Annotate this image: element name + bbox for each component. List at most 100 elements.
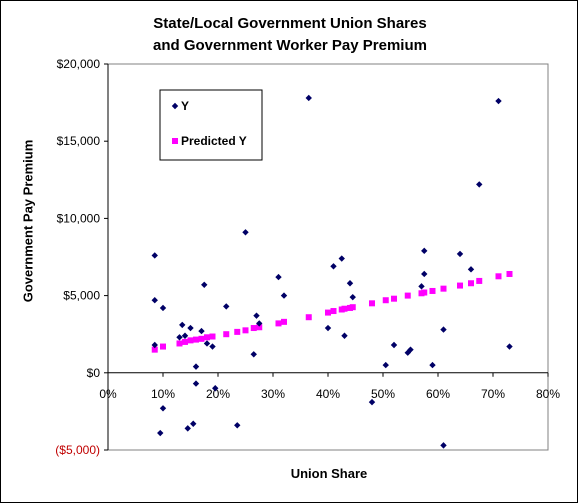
legend-box <box>159 89 263 161</box>
y-point <box>467 266 475 273</box>
y-point <box>418 283 425 290</box>
y-point <box>429 361 436 369</box>
x-axis-label: Union Share <box>290 466 368 481</box>
predicted-y-point <box>305 314 312 321</box>
y-point <box>495 97 502 105</box>
y-point <box>179 321 186 329</box>
predicted-y-point <box>325 309 331 316</box>
predicted-y-point <box>198 335 205 342</box>
y-point <box>234 422 241 429</box>
y-point <box>346 280 354 287</box>
y-point <box>159 405 167 412</box>
predicted-y-point <box>242 327 249 334</box>
chart-title-line-1: State/Local Government Union Shares <box>153 15 427 32</box>
predicted-y-point <box>187 337 194 344</box>
y-point <box>209 343 216 350</box>
y-point <box>382 361 389 369</box>
y-point <box>330 263 337 270</box>
y-tick-label: $20,000 <box>57 57 101 71</box>
legend-y-marker <box>171 102 179 110</box>
x-tick-label: 70% <box>481 387 505 401</box>
y-point <box>338 255 345 262</box>
y-point <box>253 312 260 319</box>
y-point <box>151 297 158 304</box>
y-point <box>201 281 208 288</box>
y-point <box>187 324 194 332</box>
y-point <box>275 273 282 281</box>
predicted-y-point <box>160 343 166 350</box>
legend-predicted-label: Predicted Y <box>181 134 247 148</box>
y-point <box>181 332 189 339</box>
predicted-y-point <box>382 297 389 304</box>
predicted-y-point <box>457 282 463 289</box>
y-point <box>159 304 167 312</box>
x-tick-label: 80% <box>536 387 560 401</box>
legend-y-label: Y <box>181 99 189 113</box>
y-point <box>421 270 428 278</box>
x-tick-label: 50% <box>371 387 395 401</box>
predicted-y-point <box>440 285 447 292</box>
predicted-y-point <box>275 320 282 327</box>
y-point <box>212 385 219 392</box>
predicted-y-point <box>151 346 158 353</box>
y-tick-label: ($5,000) <box>55 443 100 457</box>
y-point <box>456 250 464 258</box>
y-point <box>250 351 257 358</box>
y-point <box>256 320 263 327</box>
predicted-y-point <box>349 304 356 311</box>
y-point <box>407 346 414 353</box>
predicted-y-point <box>209 333 216 340</box>
y-point <box>368 398 376 406</box>
predicted-y-point <box>495 273 502 280</box>
predicted-y-point <box>341 305 348 312</box>
y-tick-label: $10,000 <box>57 211 101 225</box>
predicted-y-point <box>468 280 474 287</box>
y-point <box>151 341 158 349</box>
y-point <box>198 327 205 335</box>
y-point <box>440 326 447 333</box>
predicted-y-point <box>256 324 263 331</box>
predicted-y-point <box>281 318 287 325</box>
predicted-y-point <box>330 308 337 315</box>
y-point <box>192 380 200 387</box>
predicted-y-point <box>404 292 411 299</box>
y-point <box>184 425 191 432</box>
y-tick-label: $5,000 <box>63 289 100 303</box>
y-point <box>305 94 312 102</box>
chart-title-line-2: and Government Worker Pay Premium <box>153 37 427 54</box>
predicted-y-point <box>204 334 210 341</box>
predicted-y-point <box>223 331 230 338</box>
predicted-y-point <box>193 336 199 343</box>
predicted-y-point <box>176 340 183 347</box>
x-tick-label: 40% <box>316 387 340 401</box>
y-point <box>242 229 249 236</box>
y-point <box>506 343 513 350</box>
predicted-y-point <box>369 300 375 307</box>
y-point <box>341 332 348 339</box>
predicted-y-point <box>391 295 397 302</box>
y-point <box>476 181 483 188</box>
predicted-y-point <box>506 270 513 277</box>
y-point <box>151 252 158 259</box>
y-point <box>192 363 200 370</box>
y-point <box>390 341 398 349</box>
y-point <box>440 442 447 449</box>
x-tick-label: 10% <box>151 387 175 401</box>
predicted-y-point <box>182 338 188 345</box>
predicted-y-point <box>234 328 241 335</box>
y-point <box>324 324 332 332</box>
y-point <box>223 303 230 310</box>
y-point <box>176 334 183 341</box>
predicted-y-point <box>421 289 428 296</box>
y-tick-label: $15,000 <box>57 134 101 148</box>
x-tick-label: 30% <box>261 387 285 401</box>
x-tick-label: 60% <box>426 387 450 401</box>
y-point <box>157 429 164 437</box>
y-point <box>190 420 197 427</box>
y-point <box>203 340 211 347</box>
legend-predicted-marker <box>172 138 178 144</box>
y-tick-label: $0 <box>87 366 101 380</box>
predicted-y-point <box>476 277 483 284</box>
predicted-y-point <box>250 325 257 332</box>
